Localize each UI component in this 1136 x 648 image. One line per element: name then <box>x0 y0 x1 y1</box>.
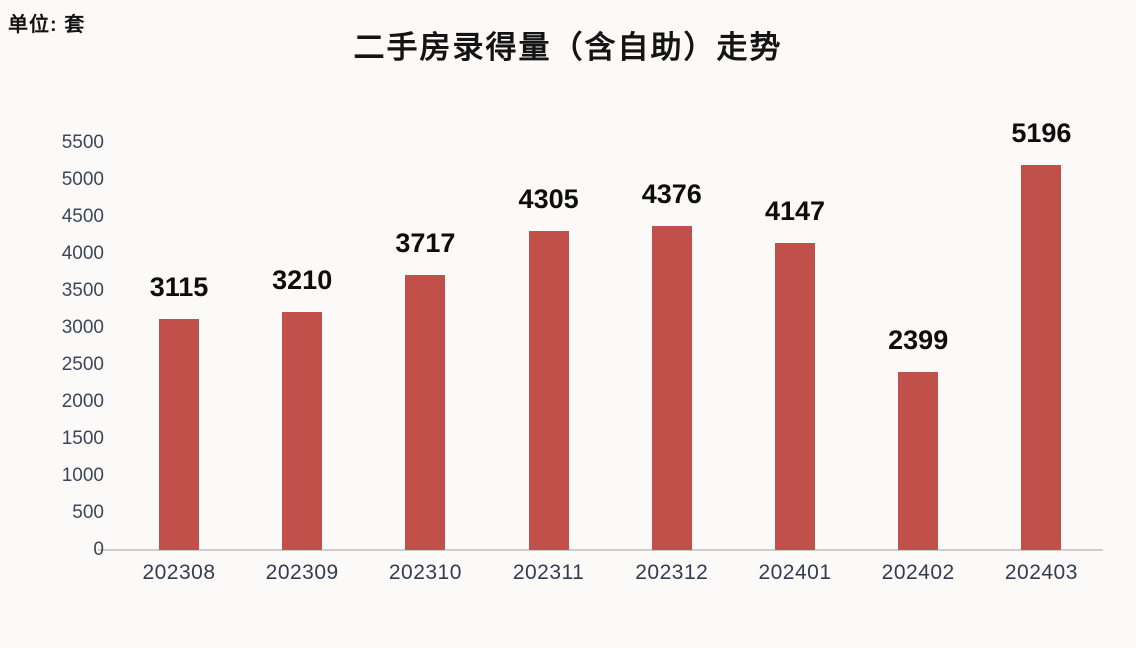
bar-value-label: 3115 <box>149 272 209 302</box>
bar <box>405 275 446 550</box>
bar <box>159 319 199 550</box>
y-axis-tick-label: 1500 <box>61 428 104 449</box>
y-axis-tick-label: 5000 <box>61 169 104 190</box>
x-axis-category-label: 202402 <box>881 561 955 584</box>
bar-value-label: 4147 <box>764 196 826 226</box>
y-axis-tick-label: 5500 <box>61 132 104 153</box>
y-axis-tick-label: 1000 <box>61 465 104 486</box>
y-axis-tick-label: 2000 <box>61 391 104 412</box>
chart-title: 二手房录得量（含自助）走势 <box>353 30 783 65</box>
bar <box>282 312 323 550</box>
bar-value-label: 2399 <box>888 325 949 355</box>
x-axis-category-label: 202308 <box>142 561 216 584</box>
x-axis-category-label: 202401 <box>758 561 832 584</box>
unit-label: 单位: 套 <box>8 14 86 36</box>
x-axis-category-label: 202403 <box>1004 561 1078 584</box>
y-axis-tick-label: 0 <box>93 539 104 560</box>
bar <box>898 372 939 550</box>
x-axis-category-label: 202310 <box>388 561 462 584</box>
bar-value-label: 5196 <box>1011 118 1072 148</box>
bar <box>775 243 815 550</box>
x-axis-line <box>98 549 1103 551</box>
x-axis-category-label: 202309 <box>265 561 339 584</box>
bar-value-label: 3210 <box>272 265 333 295</box>
y-axis-tick-label: 500 <box>72 502 104 523</box>
bar-value-label: 3717 <box>395 228 456 258</box>
y-axis-tick-label: 3500 <box>61 280 104 301</box>
y-axis-tick-label: 2500 <box>61 354 104 375</box>
y-axis-tick-label: 3000 <box>61 317 104 338</box>
bar-value-label: 4376 <box>641 179 702 209</box>
bar <box>528 231 569 550</box>
bar-value-label: 4305 <box>518 184 579 214</box>
bar <box>1021 165 1062 550</box>
x-axis-category-label: 202312 <box>635 561 709 584</box>
y-axis-tick-label: 4500 <box>61 206 104 227</box>
bar <box>651 226 692 550</box>
y-axis-tick-label: 4000 <box>61 243 104 264</box>
x-axis-category-label: 202311 <box>512 561 585 584</box>
